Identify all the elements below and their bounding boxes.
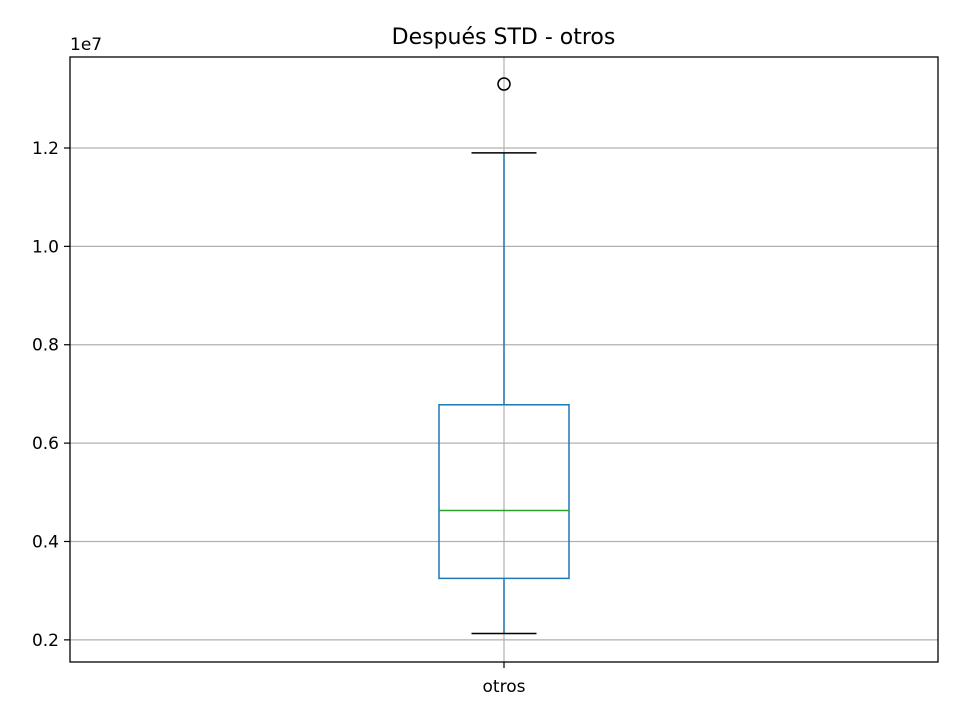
- y-tick-label: 1.2: [32, 139, 59, 159]
- axis-layer: 0.2 0.4 0.6 0.8 1.0 1.2 otros: [32, 139, 526, 697]
- outlier-point: [497, 77, 511, 91]
- y-tick-label: 0.4: [32, 532, 59, 552]
- iqr-box: [438, 404, 570, 580]
- y-offset-label: 1e7: [70, 35, 102, 55]
- y-tick-label: 0.2: [32, 631, 59, 651]
- y-tick-label: 0.8: [32, 336, 59, 356]
- plot-frame: [69, 56, 939, 663]
- x-tick-label: otros: [483, 677, 526, 697]
- chart-title: Después STD - otros: [392, 25, 616, 50]
- box-layer: [438, 77, 570, 635]
- y-tick-label: 0.6: [32, 434, 59, 454]
- y-tick-label: 1.0: [32, 237, 59, 257]
